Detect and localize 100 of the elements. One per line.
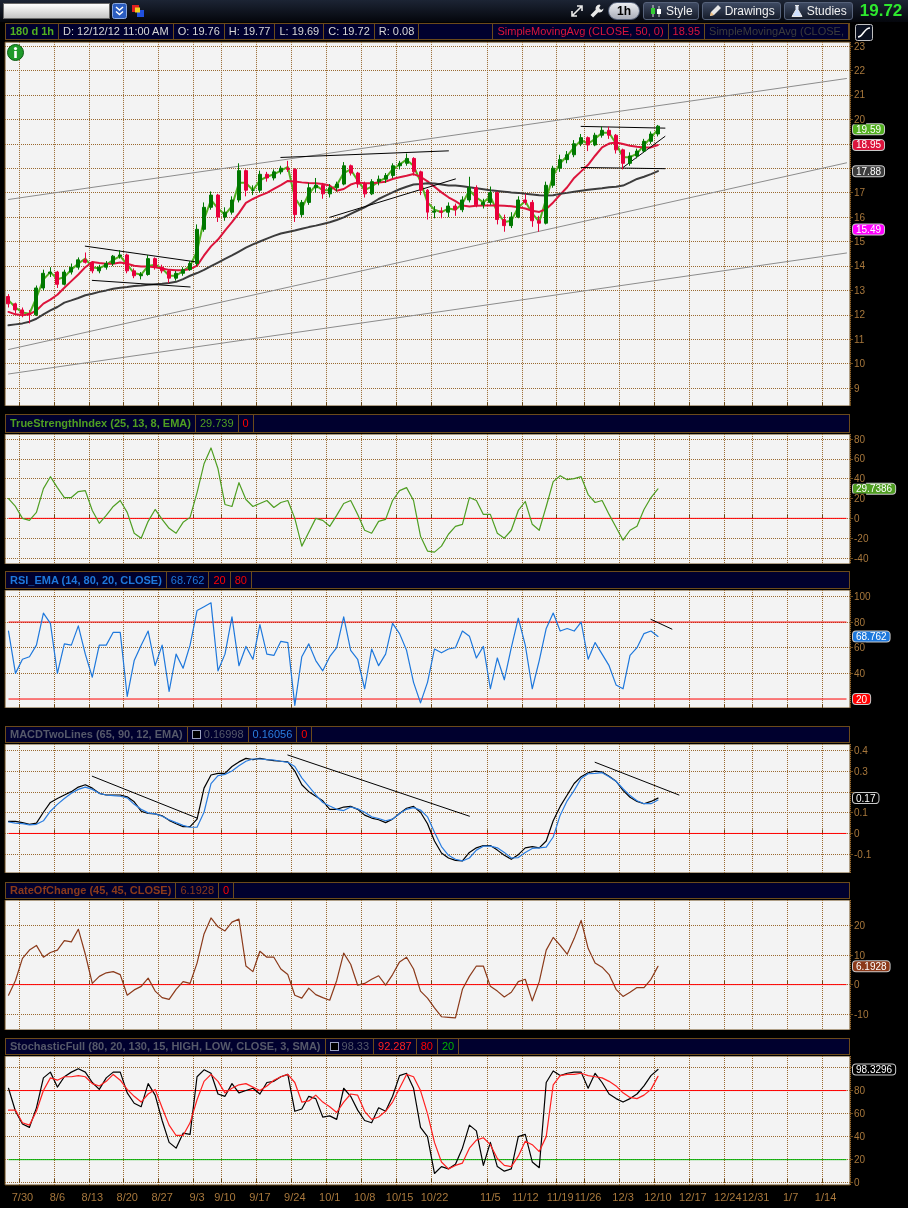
- x-tick-label: 11/5: [480, 1190, 501, 1203]
- text: O: 19.76: [177, 24, 220, 39]
- ref-line-label: 0: [301, 727, 308, 742]
- y-tick-label: 80: [854, 616, 866, 628]
- text: D: 12/12/12 11:00 AM: [63, 24, 169, 39]
- y-tick-label: 68.762: [856, 630, 888, 642]
- text: 92.287: [378, 1039, 412, 1054]
- text: SimpleMovingAvg (CLOSE,: [709, 24, 844, 39]
- x-tick-label: 8/20: [116, 1190, 138, 1203]
- toolbar-button: Drawings: [701, 2, 781, 20]
- legend-title: SimpleMovingAvg (CLOSE, 50, 0): [497, 24, 664, 39]
- chart-title: RateOfChange (45, 45, CLOSE): [10, 883, 172, 898]
- y-tick-label: 20: [854, 920, 866, 932]
- x-tick-label: 11/19: [546, 1190, 574, 1203]
- text: 6.1928: [180, 883, 215, 898]
- y-tick-label: 0.1: [854, 807, 869, 819]
- x-tick-label: 9/24: [284, 1190, 306, 1203]
- y-tick-label: 40: [854, 1131, 866, 1143]
- x-tick-label: 9/3: [189, 1190, 205, 1203]
- y-tick-label: -40: [854, 552, 869, 564]
- y-tick-label: 29.7386: [856, 483, 893, 495]
- y-tick-label: 0: [854, 512, 860, 524]
- x-tick-label: 1/14: [814, 1190, 837, 1203]
- chart-title: 180 d 1h: [10, 24, 55, 39]
- x-tick-label: 8/13: [81, 1190, 103, 1203]
- y-tick-label: 11: [854, 333, 865, 345]
- y-tick-label: 15.49: [856, 224, 882, 236]
- y-tick-label: 22: [854, 64, 866, 76]
- ref-line-label: 0: [242, 416, 249, 431]
- chart-title: TrueStrengthIndex (25, 13, 8, EMA): [10, 416, 191, 431]
- x-tick-label: 11/26: [574, 1190, 602, 1203]
- y-tick-label: 13: [854, 284, 866, 296]
- y-tick-label: 80: [854, 1085, 866, 1097]
- legend-label: 0.16998: [203, 727, 244, 742]
- ref-line-label: 80: [234, 573, 247, 588]
- y-tick-label: -0.1: [854, 848, 872, 860]
- y-tick-label: -20: [854, 532, 869, 544]
- y-tick-label: 14: [854, 260, 866, 272]
- y-tick-label: 100: [854, 590, 872, 602]
- y-tick-label: 23: [854, 40, 866, 52]
- x-tick-label: 8/27: [151, 1190, 173, 1203]
- x-tick-label: 10/8: [353, 1190, 376, 1203]
- chart-title: RSI_EMA (14, 80, 20, CLOSE): [10, 573, 162, 588]
- y-tick-label: 0: [854, 979, 860, 991]
- x-tick-label: 12/3: [612, 1190, 634, 1203]
- x-tick-label: 12/17: [679, 1190, 707, 1203]
- text: C: 19.72: [328, 24, 370, 39]
- toolbar-button: 1h: [608, 2, 640, 20]
- y-tick-label: 18.95: [856, 139, 882, 151]
- text: R: 0.08: [378, 24, 415, 39]
- series-label: 68.762: [170, 573, 205, 588]
- y-tick-label: 6.1928: [856, 960, 888, 972]
- y-tick-label: 19.59: [856, 123, 882, 135]
- y-tick-label: 0.4: [854, 744, 869, 756]
- y-tick-label: 98.3296: [856, 1063, 893, 1075]
- x-tick-label: 10/15: [385, 1190, 414, 1203]
- y-tick-label: 0.17: [856, 792, 876, 804]
- y-tick-label: 16: [854, 211, 866, 223]
- x-tick-label: 10/22: [420, 1190, 449, 1203]
- y-tick-label: 80: [854, 433, 866, 445]
- x-tick-label: 10/1: [319, 1190, 341, 1203]
- y-tick-label: -10: [854, 1008, 869, 1020]
- ref-line-label: 20: [213, 573, 226, 588]
- x-tick-label: 12/31: [741, 1190, 770, 1203]
- y-tick-label: 15: [854, 236, 866, 248]
- y-tick-label: 0: [854, 1177, 860, 1189]
- y-tick-label: 10: [854, 949, 866, 961]
- x-tick-label: 11/12: [511, 1190, 539, 1203]
- x-tick-label: 9/10: [214, 1190, 236, 1203]
- ref-line-label: 0: [223, 883, 230, 898]
- y-tick-label: 20: [854, 1154, 866, 1166]
- ref-line-label: 20: [441, 1039, 455, 1054]
- y-tick-label: 20: [854, 493, 866, 505]
- y-tick-label: 60: [854, 1108, 866, 1120]
- chart-title: StochasticFull (80, 20, 130, 15, HIGH, LOW, CLOSE, 3, SMA): [10, 1039, 321, 1054]
- x-tick-label: 7/30: [11, 1190, 34, 1203]
- x-tick-label: 12/24: [714, 1190, 742, 1203]
- text: 18.95: [672, 24, 701, 39]
- series-label: 29.739: [199, 416, 234, 431]
- y-tick-label: 40: [854, 473, 866, 485]
- x-tick-label: 1/7: [782, 1190, 799, 1203]
- y-tick-label: 17.88: [856, 165, 882, 177]
- y-tick-label: 17: [854, 187, 866, 199]
- text: H: 19.77: [228, 24, 271, 39]
- text: 19.72: [859, 1, 903, 21]
- toolbar-button: Style: [643, 2, 699, 20]
- ref-line-label: 80: [420, 1039, 433, 1054]
- y-tick-label: 9: [854, 382, 860, 394]
- x-tick-label: 9/17: [249, 1190, 271, 1203]
- y-tick-label: 0.3: [854, 765, 869, 777]
- y-tick-label: 10: [854, 358, 866, 370]
- y-tick-label: 12: [854, 309, 866, 321]
- chart-title: MACDTwoLines (65, 90, 12, EMA): [10, 727, 183, 742]
- text: L: 19.69: [279, 24, 320, 39]
- y-tick-label: 20: [856, 693, 868, 705]
- legend-label: 98.33: [341, 1039, 370, 1054]
- y-tick-label: 20: [854, 113, 866, 125]
- series-label: 0.16056: [252, 727, 293, 742]
- y-tick-label: 21: [854, 89, 866, 101]
- toolbar-button: Studies: [783, 2, 853, 20]
